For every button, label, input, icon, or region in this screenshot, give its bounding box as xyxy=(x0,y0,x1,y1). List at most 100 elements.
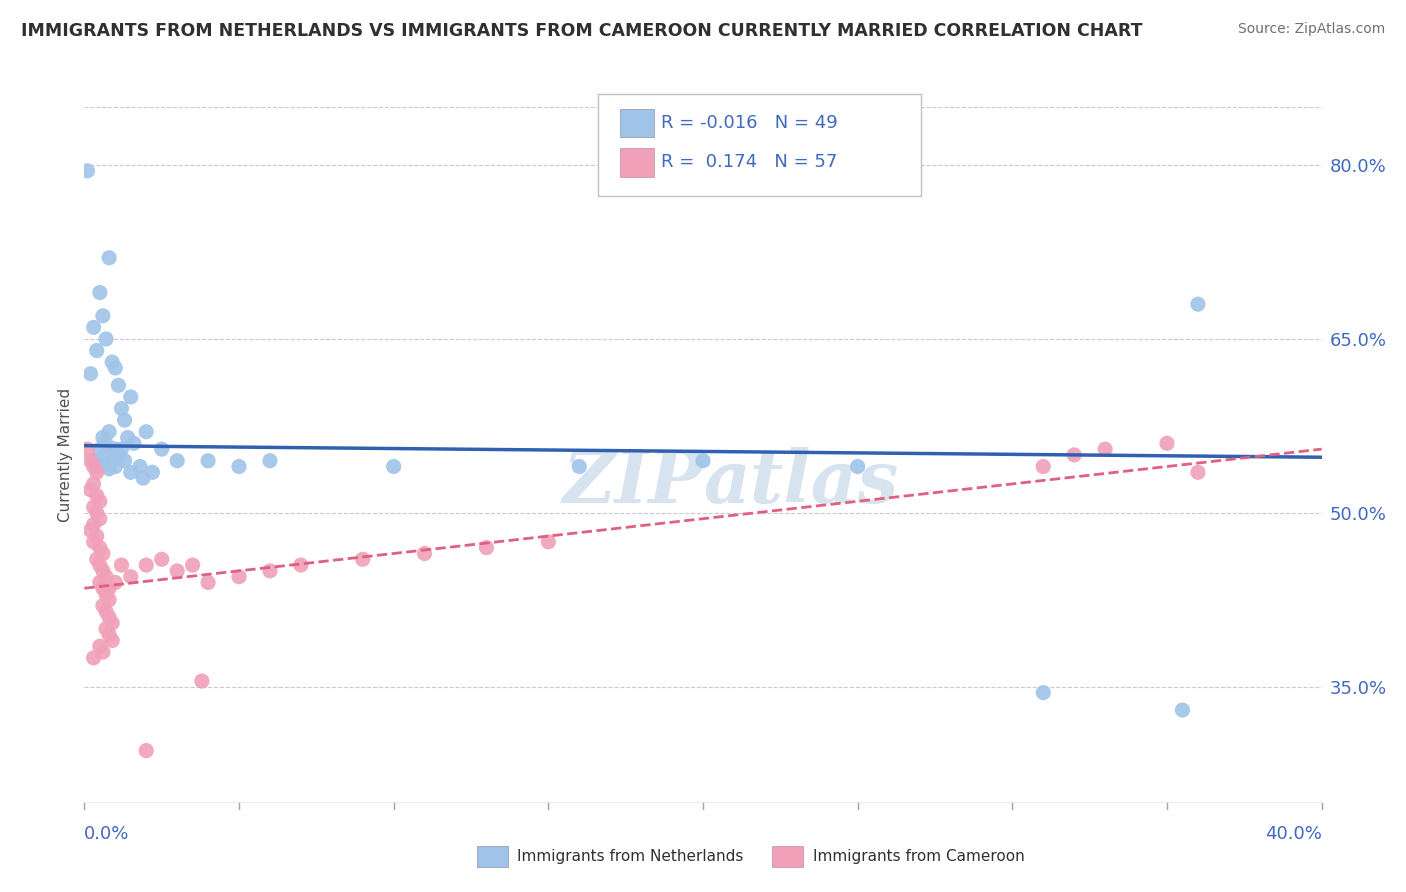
Point xyxy=(135,425,157,439)
Point xyxy=(101,633,124,648)
Point xyxy=(475,541,498,555)
Point xyxy=(197,453,219,467)
Point xyxy=(104,575,127,590)
Point xyxy=(86,343,108,358)
Point xyxy=(98,628,121,642)
Point xyxy=(83,476,105,491)
Point xyxy=(98,425,121,439)
Point xyxy=(228,570,250,584)
Point xyxy=(91,645,114,659)
Text: R = -0.016   N = 49: R = -0.016 N = 49 xyxy=(661,114,838,132)
Point xyxy=(104,360,127,375)
Point xyxy=(94,587,117,601)
Point xyxy=(101,355,124,369)
Point xyxy=(122,436,145,450)
Point xyxy=(86,506,108,520)
Point xyxy=(1032,686,1054,700)
Point xyxy=(89,442,111,456)
Point xyxy=(94,570,117,584)
Text: 0.0%: 0.0% xyxy=(84,825,129,843)
Point xyxy=(98,462,121,476)
Point xyxy=(107,378,129,392)
Point xyxy=(83,453,105,467)
Point xyxy=(110,401,132,416)
Point xyxy=(89,575,111,590)
Point xyxy=(98,610,121,624)
Point xyxy=(89,285,111,300)
Point xyxy=(86,466,108,480)
Point xyxy=(83,534,105,549)
Point xyxy=(117,431,139,445)
Point xyxy=(114,453,136,467)
Point xyxy=(150,442,173,456)
Text: IMMIGRANTS FROM NETHERLANDS VS IMMIGRANTS FROM CAMEROON CURRENTLY MARRIED CORREL: IMMIGRANTS FROM NETHERLANDS VS IMMIGRANT… xyxy=(21,22,1143,40)
Text: Source: ZipAtlas.com: Source: ZipAtlas.com xyxy=(1237,22,1385,37)
Point xyxy=(1094,442,1116,456)
Point xyxy=(114,413,136,427)
Point xyxy=(91,546,114,561)
Point xyxy=(166,453,188,467)
Point xyxy=(89,511,111,525)
Point xyxy=(290,558,312,573)
Point xyxy=(129,459,152,474)
Point xyxy=(76,163,98,178)
Point xyxy=(1032,459,1054,474)
Point xyxy=(89,558,111,573)
Text: Immigrants from Netherlands: Immigrants from Netherlands xyxy=(517,849,744,863)
Point xyxy=(79,453,101,467)
Point xyxy=(692,453,714,467)
Point xyxy=(83,500,105,514)
Point xyxy=(166,564,188,578)
Text: 40.0%: 40.0% xyxy=(1265,825,1322,843)
Point xyxy=(413,546,436,561)
Point xyxy=(91,564,114,578)
Point xyxy=(89,639,111,653)
Point xyxy=(86,529,108,543)
Text: Immigrants from Cameroon: Immigrants from Cameroon xyxy=(813,849,1025,863)
Point xyxy=(104,459,127,474)
Point xyxy=(83,517,105,532)
Point xyxy=(79,483,101,497)
Point xyxy=(76,442,98,456)
Point xyxy=(86,552,108,566)
Point xyxy=(135,558,157,573)
Point xyxy=(94,332,117,346)
Point xyxy=(1063,448,1085,462)
Point xyxy=(79,367,101,381)
Point xyxy=(91,450,114,465)
Point xyxy=(537,534,560,549)
Point xyxy=(83,320,105,334)
Point xyxy=(91,309,114,323)
Point xyxy=(1171,703,1194,717)
Point xyxy=(98,251,121,265)
Point xyxy=(120,390,142,404)
Point xyxy=(94,605,117,619)
Point xyxy=(91,582,114,596)
Point xyxy=(259,453,281,467)
Point xyxy=(91,431,114,445)
Y-axis label: Currently Married: Currently Married xyxy=(58,388,73,522)
Point xyxy=(94,457,117,471)
Point xyxy=(132,471,155,485)
Point xyxy=(89,541,111,555)
Point xyxy=(89,494,111,508)
Point xyxy=(79,523,101,537)
Point xyxy=(110,558,132,573)
Point xyxy=(1187,297,1209,311)
Text: R =  0.174   N = 57: R = 0.174 N = 57 xyxy=(661,153,837,171)
Point xyxy=(83,651,105,665)
Point xyxy=(94,436,117,450)
Point xyxy=(120,570,142,584)
Point xyxy=(141,466,163,480)
Point xyxy=(352,552,374,566)
Point xyxy=(135,744,157,758)
Point xyxy=(846,459,869,474)
Point xyxy=(101,615,124,630)
Point xyxy=(382,459,405,474)
Point xyxy=(101,442,124,456)
Point xyxy=(83,459,105,474)
Point xyxy=(568,459,591,474)
Text: atlas: atlas xyxy=(703,447,898,518)
Text: ZIP: ZIP xyxy=(562,447,703,518)
Point xyxy=(228,459,250,474)
